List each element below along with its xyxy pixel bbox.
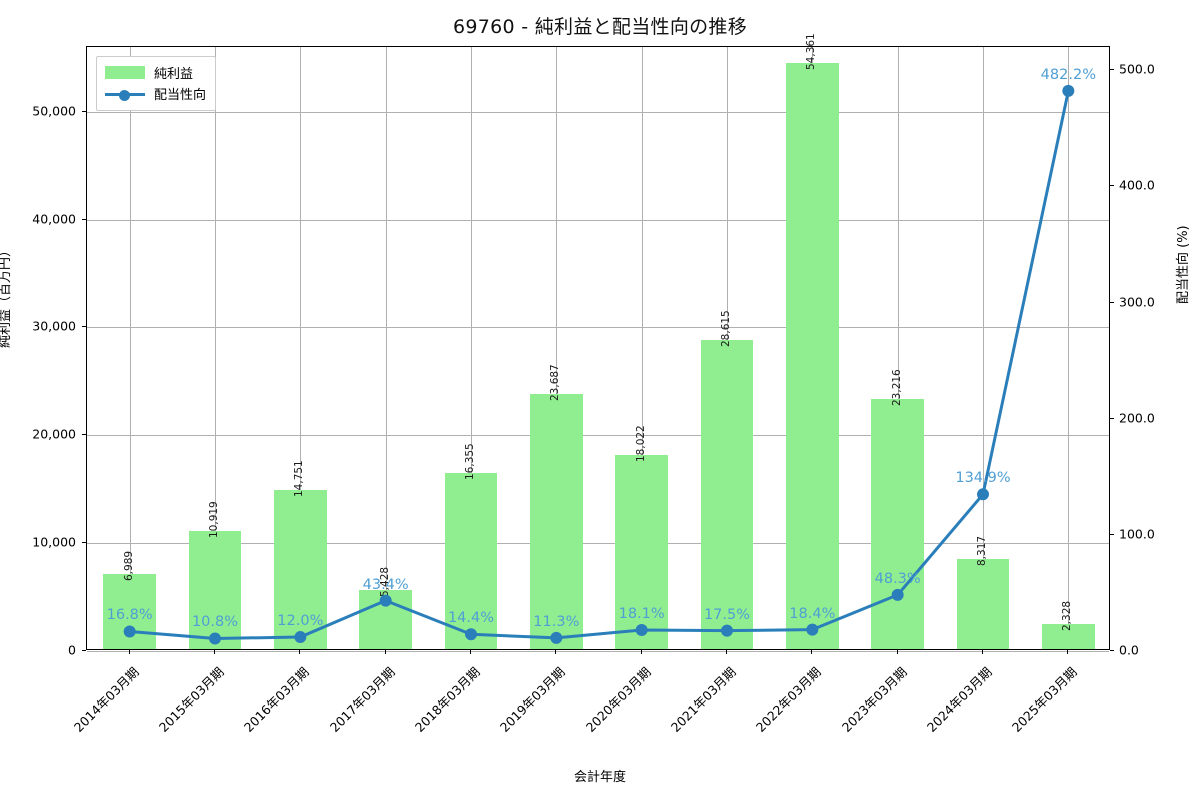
payout-ratio-label: 18.1% (618, 605, 665, 622)
x-axis-label: 会計年度 (573, 770, 626, 785)
x-axis-tick-label: 2024年03月期 (923, 664, 995, 735)
bar-value-label: 18,022 (634, 424, 647, 462)
x-axis-tick-mark (128, 650, 130, 654)
bar-value-label: 28,615 (720, 310, 732, 348)
legend-item-payout-ratio: 配当性向 (105, 83, 206, 104)
x-axis-tick-label: 2014年03月期 (70, 664, 142, 735)
bar-value-label: 16,355 (464, 442, 476, 480)
bar-value-label: 6,989 (122, 550, 135, 581)
y-axis-left-tick-mark (82, 110, 86, 112)
legend-line-swatch-icon (105, 87, 145, 101)
x-axis-tick-mark (1067, 650, 1069, 654)
payout-ratio-label: 134.9% (955, 470, 1011, 487)
x-axis-tick-mark (470, 650, 471, 654)
y-axis-right-tick: 400.0 (1119, 177, 1155, 193)
gridline-horizontal (87, 219, 1109, 221)
gridline-horizontal (87, 651, 1109, 652)
payout-ratio-label: 16.8% (106, 607, 153, 624)
legend-label-payout-ratio: 配当性向 (154, 88, 207, 103)
x-axis-tick-mark (555, 650, 557, 654)
legend-bar-swatch-icon (105, 66, 145, 79)
y-axis-left-tick: 30,000 (32, 318, 76, 334)
bar (359, 590, 413, 649)
y-axis-right-tick: 200.0 (1119, 410, 1155, 426)
y-axis-right-tick-mark (1110, 301, 1114, 303)
bar-value-label: 23,687 (549, 363, 562, 401)
bar-value-label: 14,751 (293, 460, 306, 497)
bar-value-label: 10,919 (208, 501, 220, 539)
x-axis-tick-mark (982, 650, 983, 654)
chart-title: 69760 - 純利益と配当性向の推移 (452, 16, 748, 38)
y-axis-right-tick: 100.0 (1119, 526, 1155, 542)
bar (188, 531, 242, 649)
gridline-vertical (1068, 47, 1070, 649)
y-axis-left-tick-mark (82, 326, 86, 328)
bar-value-label: 8,317 (976, 536, 988, 567)
x-axis-tick-label: 2018年03月期 (411, 664, 483, 735)
payout-ratio-label: 482.2% (1040, 66, 1096, 83)
y-axis-left-tick-mark (82, 434, 86, 436)
bar (871, 398, 925, 649)
y-axis-right-tick-mark (1110, 69, 1114, 71)
x-axis-tick-label: 2019年03月期 (497, 664, 569, 735)
x-axis-tick-label: 2022年03月期 (753, 664, 825, 735)
bar (529, 393, 583, 649)
x-axis-tick-label: 2020年03月期 (582, 664, 654, 735)
x-axis-tick-mark (299, 650, 301, 654)
bar-value-label: 2,328 (1061, 600, 1074, 631)
x-axis-tick-label: 2023年03月期 (838, 664, 910, 735)
payout-ratio-label: 11.3% (533, 613, 580, 630)
x-axis-tick-mark (896, 650, 898, 654)
y-axis-left-tick-mark (82, 542, 86, 544)
legend-label-net-income: 純利益 (154, 67, 194, 82)
gridline-horizontal (87, 435, 1109, 437)
y-axis-left-tick: 10,000 (32, 534, 76, 550)
legend: 純利益 配当性向 (96, 56, 217, 111)
bar (785, 62, 839, 649)
y-axis-right-tick-mark (1110, 533, 1114, 535)
x-axis-tick-label: 2025年03月期 (1009, 664, 1081, 735)
gridline-horizontal (87, 111, 1109, 113)
legend-item-net-income: 純利益 (105, 62, 206, 83)
payout-ratio-label: 18.4% (789, 605, 836, 622)
y-axis-left-tick: 40,000 (32, 211, 76, 227)
y-axis-right-tick: 500.0 (1119, 61, 1155, 77)
y-axis-right-tick-mark (1110, 185, 1114, 187)
y-axis-left-tick-mark (82, 650, 86, 651)
gridline-vertical (385, 47, 387, 649)
payout-ratio-label: 14.4% (447, 610, 495, 627)
bar-value-label: 23,216 (890, 368, 903, 406)
y-axis-right-tick-mark (1110, 650, 1114, 651)
x-axis-tick-mark (214, 650, 215, 654)
x-axis-tick-label: 2021年03月期 (667, 664, 739, 735)
gridline-horizontal (87, 327, 1109, 329)
bar (700, 340, 754, 649)
bar-value-label: 54,361 (805, 32, 818, 70)
x-axis-tick-mark (811, 650, 813, 654)
payout-ratio-label: 43.4% (362, 576, 409, 593)
plot-area: 6,989 10,919 14,751 5,428 16,355 23,687 18,022… (86, 33, 1110, 652)
payout-ratio-label: 48.3% (874, 570, 921, 587)
y-axis-left-tick: 20,000 (32, 426, 76, 442)
y-axis-left-tick: 0 (68, 642, 76, 658)
x-axis-tick-label: 2017年03月期 (326, 664, 398, 735)
y-axis-left-tick: 50,000 (32, 103, 76, 119)
payout-ratio-label: 12.0% (277, 613, 324, 630)
x-axis-tick-mark (384, 650, 386, 654)
y-axis-right-tick: 0.0 (1119, 642, 1139, 658)
y-axis-right-label: 配当性向 (%) (1176, 225, 1191, 304)
y-axis-left-label: 純利益（百万円） (0, 243, 13, 348)
payout-ratio-polyline (128, 89, 1070, 640)
x-axis-tick-mark (726, 650, 727, 654)
bar (956, 559, 1010, 649)
y-axis-right-tick-mark (1110, 417, 1114, 419)
y-axis-right-tick: 300.0 (1119, 294, 1155, 310)
x-axis-tick-label: 2015年03月期 (155, 664, 227, 735)
x-axis-tick-mark (640, 650, 642, 654)
x-axis-tick-label: 2016年03月期 (241, 664, 313, 735)
payout-ratio-label: 17.5% (703, 606, 751, 623)
y-axis-left-tick-mark (82, 218, 86, 220)
payout-ratio-label: 10.8% (191, 614, 239, 631)
